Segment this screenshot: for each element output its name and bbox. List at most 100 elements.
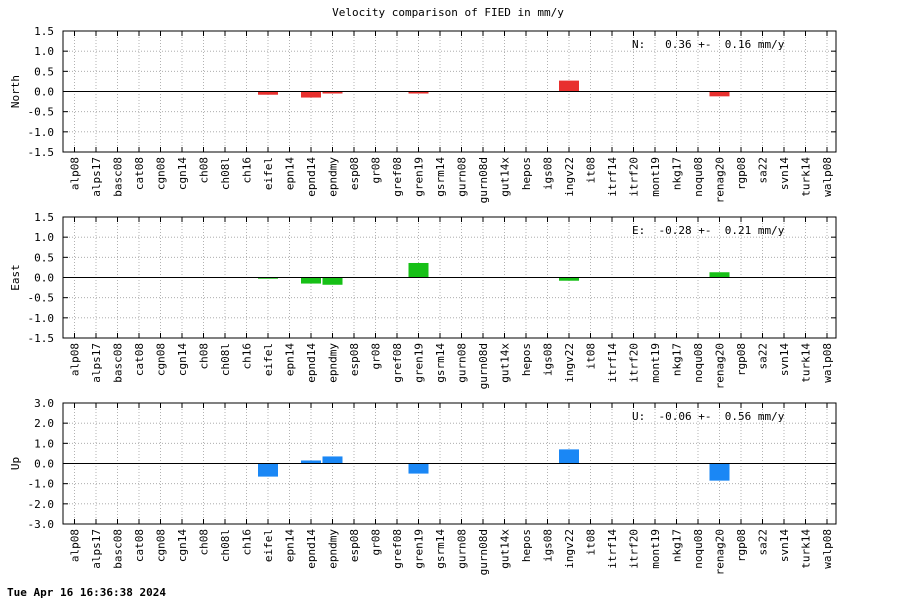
bar-eifel [258, 277, 278, 279]
category-label: gr08 [370, 157, 383, 184]
category-label: gren19 [413, 157, 426, 197]
category-label: igs08 [542, 343, 555, 376]
category-label: cgn14 [176, 529, 189, 562]
y-tick-label: 0.0 [34, 86, 54, 99]
y-tick-label: -0.5 [28, 292, 55, 305]
category-label: eifel [262, 157, 275, 190]
category-label: epndmy [327, 529, 340, 569]
category-label: sa22 [757, 529, 770, 556]
category-label: mont19 [649, 157, 662, 197]
category-label: cgn14 [176, 343, 189, 376]
category-label: gsrm14 [434, 343, 447, 383]
category-label: ingv22 [563, 529, 576, 569]
bar-ingv22 [559, 449, 579, 464]
category-label: esp08 [348, 157, 361, 190]
bar-epnd14 [301, 277, 321, 284]
category-label: ch08 [198, 343, 211, 370]
category-label: svn14 [778, 343, 791, 376]
category-label: alps17 [90, 157, 103, 197]
category-label: eifel [262, 529, 275, 562]
y-tick-label: -1.5 [28, 146, 55, 159]
bar-eifel [258, 91, 278, 95]
category-label: noqu08 [692, 529, 705, 569]
category-label: ch16 [241, 529, 254, 556]
category-label: hepos [520, 157, 533, 190]
category-label: epnd14 [305, 157, 318, 197]
y-tick-label: -1.0 [28, 126, 55, 139]
category-label: gr08 [370, 529, 383, 556]
category-label: renag20 [714, 157, 727, 203]
category-label: rgp08 [735, 343, 748, 376]
y-tick-label: 2.0 [34, 417, 54, 430]
category-label: renag20 [714, 343, 727, 389]
bar-gren19 [408, 463, 429, 474]
panels-group: -1.5 -1.0 -0.5 0.0 0.5 1.0 1.5 North N: 0.36 +- … [9, 25, 837, 575]
category-label: gref08 [391, 157, 404, 197]
y-tick-label: 1.5 [34, 211, 54, 224]
plot-frame [62, 402, 837, 525]
y-tick-label: 1.5 [34, 25, 54, 38]
category-label: gr08 [370, 343, 383, 370]
category-label: cat08 [133, 343, 146, 376]
category-label: gref08 [391, 343, 404, 383]
chart-title: Velocity comparison of FIED in mm/y [332, 6, 564, 19]
category-label: gut14x [499, 157, 512, 197]
category-label: turk14 [800, 529, 813, 569]
y-tick-label: 3.0 [34, 397, 54, 410]
category-label: epn14 [284, 157, 297, 190]
panel-up: -3.0 -2.0 -1.0 0.0 1.0 2.0 3.0 Up U: -0.06 +- 0.… [9, 397, 837, 575]
y-tick-label: 0.5 [34, 65, 54, 78]
category-label: ch08l [219, 157, 232, 190]
category-label: ch08l [219, 529, 232, 562]
category-label: ch08 [198, 157, 211, 184]
y-tick-label: 1.0 [34, 231, 54, 244]
category-label: alps17 [90, 529, 103, 569]
category-label: noqu08 [692, 343, 705, 383]
stats-annotation: N: 0.36 +- 0.16 mm/y [632, 38, 785, 51]
category-label: turk14 [800, 157, 813, 197]
y-tick-label: -2.0 [28, 498, 55, 511]
category-label: gsrm14 [434, 529, 447, 569]
bar-epnd14 [301, 460, 321, 464]
bar-epndmy [322, 456, 343, 464]
category-label: ingv22 [563, 157, 576, 197]
stats-annotation: U: -0.06 +- 0.56 mm/y [632, 410, 785, 423]
y-tick-label: -1.5 [28, 332, 55, 345]
category-label: alps17 [90, 343, 103, 383]
category-label: itrf14 [606, 529, 619, 569]
category-label: gurn08 [456, 529, 469, 569]
category-label: gurn08d [477, 343, 490, 389]
category-label: itrf14 [606, 157, 619, 197]
category-label: gut14x [499, 343, 512, 383]
category-label: itrf20 [628, 343, 641, 383]
category-label: alp08 [69, 343, 82, 376]
category-label: igs08 [542, 529, 555, 562]
y-tick-label: 0.5 [34, 251, 54, 264]
category-label: gurn08 [456, 343, 469, 383]
category-label: cat08 [133, 529, 146, 562]
category-label: gren19 [413, 343, 426, 383]
category-label: rgp08 [735, 157, 748, 190]
category-label: ch08l [219, 343, 232, 376]
y-tick-label: 1.0 [34, 437, 54, 450]
category-label: sa22 [757, 157, 770, 184]
category-label: ch16 [241, 343, 254, 370]
bar-renag20 [709, 272, 730, 278]
category-label: hepos [520, 529, 533, 562]
y-axis-label: East [9, 264, 22, 291]
category-label: epndmy [327, 157, 340, 197]
timestamp-footer: Tue Apr 16 16:36:38 2024 [7, 586, 166, 599]
category-label: gref08 [391, 529, 404, 569]
y-tick-label: -1.0 [28, 478, 55, 491]
y-tick-label: -3.0 [28, 518, 55, 531]
stats-annotation: E: -0.28 +- 0.21 mm/y [632, 224, 785, 237]
category-label: alp08 [69, 529, 82, 562]
category-label: walp08 [821, 343, 834, 383]
bar-gren19 [408, 91, 429, 94]
category-label: walp08 [821, 529, 834, 569]
category-label: noqu08 [692, 157, 705, 197]
category-label: renag20 [714, 529, 727, 575]
category-label: epnd14 [305, 529, 318, 569]
category-label: turk14 [800, 343, 813, 383]
